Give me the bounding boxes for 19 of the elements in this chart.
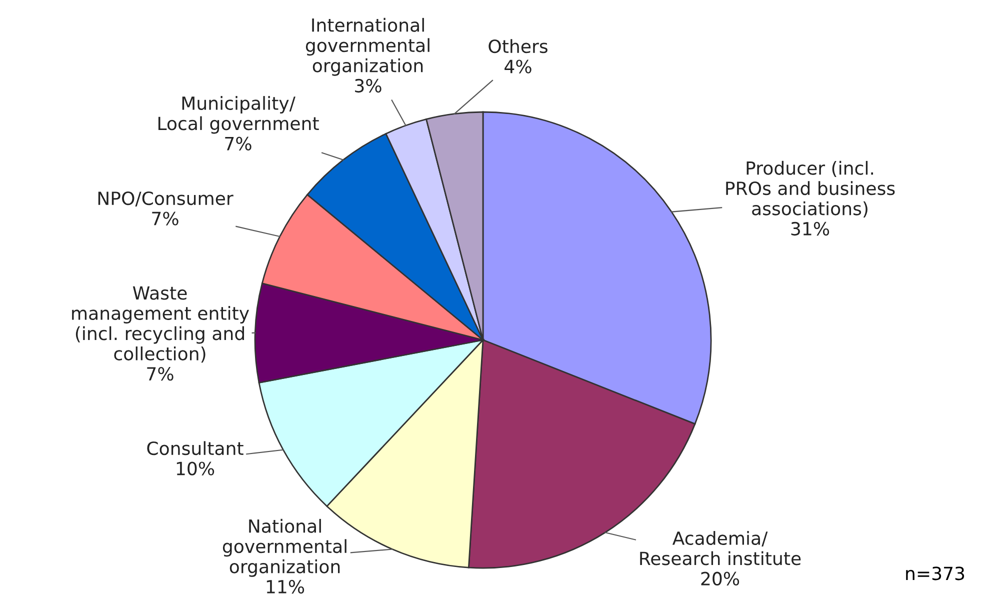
- data-label: 3%: [355, 78, 382, 93]
- slice-label: National governmental organization: [222, 518, 346, 577]
- data-label: 10%: [176, 462, 214, 476]
- text: n=373: [906, 566, 964, 580]
- slice-label: Academia/ Research institute: [640, 531, 801, 566]
- data-label: 7%: [147, 367, 174, 381]
- data-label: 7%: [152, 212, 178, 226]
- slice-label: Producer (incl. PROs and business associations): [726, 160, 895, 218]
- slice-label: Consultant: [147, 441, 244, 456]
- slice-label: Others: [488, 39, 548, 54]
- data-label: 4%: [504, 60, 532, 74]
- slice-label: NPO/Consumer: [98, 191, 234, 207]
- slice-label: International governmental organization: [306, 18, 430, 76]
- data-label: 11%: [266, 580, 304, 594]
- slice-label: Municipality/ Local government: [158, 96, 319, 134]
- data-label: 31%: [791, 222, 830, 236]
- slice-label: Waste management entity (incl. recycling and collection): [72, 286, 250, 363]
- data-label: 7%: [225, 136, 252, 150]
- data-label: 20%: [701, 572, 740, 586]
